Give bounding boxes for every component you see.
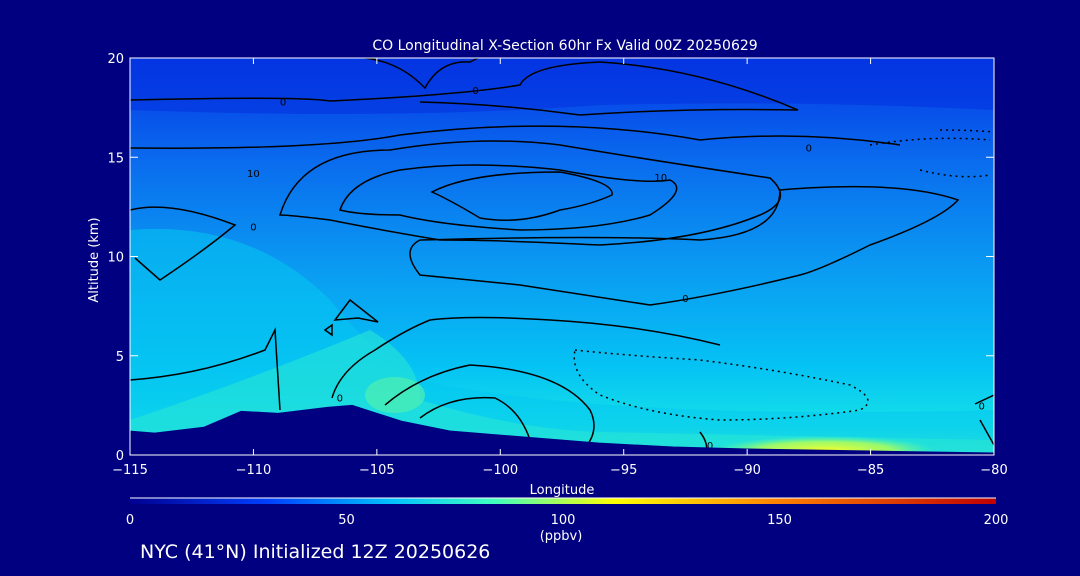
contour-line [323, 323, 333, 337]
contour-line [331, 316, 721, 399]
contour-line [130, 327, 281, 411]
contour-line-negative [939, 129, 994, 133]
contour-label: 0 [250, 223, 256, 234]
x-tick-label: −90 [733, 463, 760, 478]
colorbar-units: (ppbv) [540, 529, 583, 544]
x-tick-label: −80 [980, 463, 1007, 478]
contour-line-negative [919, 169, 991, 178]
y-tick-label: 20 [107, 52, 124, 67]
contour-line [278, 140, 782, 246]
run-caption: NYC (41°N) Initialized 12Z 20250626 [140, 541, 491, 563]
colorbar-tick-label: 50 [338, 513, 355, 528]
contour-line [130, 61, 799, 116]
contour-label: 0 [280, 98, 286, 109]
contour-line [364, 58, 479, 90]
x-tick-label: −105 [359, 463, 395, 478]
y-axis: 0 5 10 15 20 [107, 52, 994, 464]
terrain [130, 404, 994, 455]
colorbar-tick-label: 150 [767, 513, 792, 528]
contour-line [409, 185, 960, 306]
y-tick-label: 15 [107, 151, 124, 166]
colorbar-tick-label: 0 [126, 513, 134, 528]
contour-label: 0 [707, 441, 713, 452]
contour-line [430, 171, 613, 221]
colorbar-tick-label: 200 [984, 513, 1009, 528]
x-axis-label: Longitude [530, 483, 595, 498]
contour-line [339, 164, 678, 231]
chart-title: CO Longitudinal X-Section 60hr Fx Valid … [372, 38, 757, 54]
y-axis-label: Altitude (km) [87, 217, 102, 302]
x-axis: −115 −110 −105 −100 −95 −90 −85 −80 [112, 58, 1008, 478]
contour-lines [130, 58, 994, 455]
contour-label: 10 [654, 173, 667, 184]
contour-line [974, 394, 994, 405]
contour-label: 0 [978, 401, 984, 412]
contour-line [130, 206, 237, 281]
x-tick-label: −95 [610, 463, 637, 478]
contour-label: 0 [337, 393, 343, 404]
y-tick-label: 5 [116, 350, 124, 365]
x-tick-label: −115 [112, 463, 148, 478]
contour-label: 10 [247, 169, 260, 180]
x-tick-label: −100 [482, 463, 518, 478]
contour-line [130, 125, 901, 149]
x-tick-label: −110 [236, 463, 272, 478]
contour-label: 0 [682, 294, 688, 305]
contour-line [979, 419, 994, 446]
contour-line-negative [869, 137, 991, 146]
y-tick-label: 10 [107, 251, 124, 266]
contour-labels: 0 0 10 10 0 0 0 0 0 0 [247, 86, 985, 452]
y-tick-label: 0 [116, 449, 124, 464]
contour-line [333, 298, 379, 323]
co-warm-spot [365, 377, 425, 413]
colorbar-ramp [130, 498, 996, 504]
plot-area: 0 0 10 10 0 0 0 0 0 0 [130, 58, 994, 455]
colorbar: 0 50 100 150 200 (ppbv) [126, 497, 1009, 544]
contour-label: 0 [472, 86, 478, 97]
colorbar-tick-label: 100 [551, 513, 576, 528]
contour-line [384, 364, 595, 449]
colorbar-ticks: 0 50 100 150 200 [126, 513, 1009, 528]
contour-line [419, 396, 531, 441]
x-tick-label: −85 [857, 463, 884, 478]
contour-label: 0 [806, 143, 812, 154]
